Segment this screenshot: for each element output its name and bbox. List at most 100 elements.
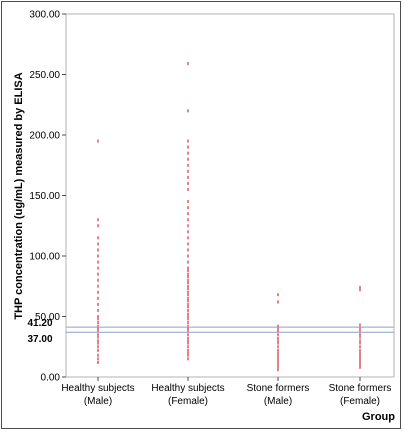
data-point [187, 139, 189, 143]
data-point [187, 345, 189, 349]
data-point [187, 333, 189, 337]
data-point [187, 299, 189, 303]
data-point [97, 333, 99, 337]
data-point [187, 302, 189, 306]
data-point [359, 363, 361, 367]
data-point [277, 327, 279, 331]
data-point [187, 169, 189, 173]
data-point [187, 315, 189, 318]
data-point [187, 157, 189, 161]
data-point [97, 284, 99, 288]
data-point [97, 308, 99, 312]
data-point [97, 302, 99, 306]
data-point [277, 348, 279, 352]
data-point [187, 218, 189, 222]
data-point [97, 345, 99, 349]
data-point [359, 339, 361, 343]
data-point [187, 305, 189, 309]
x-category-label: Healthy subjects [61, 383, 134, 394]
data-point [359, 345, 361, 349]
data-point [97, 260, 99, 264]
data-point [359, 285, 361, 289]
data-point [187, 260, 189, 264]
x-category-label: (Male) [264, 396, 292, 407]
data-point [187, 287, 189, 291]
data-point [187, 266, 189, 270]
data-point [187, 357, 189, 361]
data-point [97, 272, 99, 276]
data-point [187, 341, 189, 345]
data-point [97, 290, 99, 294]
data-point [187, 275, 189, 279]
y-tick-label: 100.00 [29, 252, 60, 263]
y-tick-label: 200.00 [29, 131, 60, 142]
data-point [187, 278, 189, 282]
data-points [97, 62, 361, 372]
data-point [187, 187, 189, 191]
plot-area [65, 13, 395, 378]
data-point [359, 365, 361, 369]
data-point [97, 357, 99, 361]
data-point [187, 296, 189, 300]
data-point [277, 333, 279, 337]
data-point [359, 329, 361, 333]
data-point [97, 248, 99, 252]
data-point [277, 365, 279, 369]
data-point [97, 266, 99, 270]
data-point [97, 324, 99, 328]
data-point [187, 254, 189, 258]
x-category-label: (Male) [84, 396, 112, 407]
data-point [187, 163, 189, 167]
data-point [97, 321, 99, 325]
data-point [97, 278, 99, 282]
data-point [97, 242, 99, 246]
data-point [187, 145, 189, 149]
data-point [359, 353, 361, 357]
data-point [97, 341, 99, 345]
data-point [359, 327, 361, 331]
data-point [187, 317, 189, 321]
data-point [187, 312, 189, 316]
data-point [97, 339, 99, 343]
data-point [277, 293, 279, 297]
reference-line-label: 37.00 [27, 334, 52, 345]
data-point [187, 242, 189, 246]
data-point [97, 254, 99, 258]
data-point [97, 218, 99, 222]
data-point [187, 324, 189, 328]
data-point [359, 351, 361, 355]
y-tick-label: 50.00 [35, 312, 60, 323]
data-point [97, 335, 99, 339]
y-axis-title: THP concentration (ug/mL) measured by EL… [13, 72, 25, 319]
y-tick-label: 150.00 [29, 191, 60, 202]
data-point [187, 181, 189, 185]
data-point [97, 139, 99, 143]
data-point [359, 335, 361, 339]
data-point [187, 212, 189, 216]
data-point [359, 323, 361, 327]
data-point [359, 288, 361, 292]
data-point [97, 360, 99, 364]
data-point [359, 358, 361, 362]
data-point [277, 341, 279, 345]
reference-line-label: 41.20 [27, 318, 52, 329]
data-point [187, 175, 189, 179]
data-point [277, 300, 279, 304]
data-point [277, 360, 279, 364]
data-point [277, 356, 279, 360]
data-point [187, 62, 189, 66]
data-point [359, 333, 361, 337]
data-point [187, 329, 189, 333]
data-point [187, 336, 189, 340]
y-tick-label: 250.00 [29, 70, 60, 81]
y-tick-label: 0.00 [41, 373, 61, 384]
data-point [359, 348, 361, 352]
data-point [187, 281, 189, 285]
data-point [97, 315, 99, 318]
data-point [187, 224, 189, 228]
data-point [359, 360, 361, 364]
data-point [187, 269, 189, 273]
data-point [187, 321, 189, 325]
data-point [187, 248, 189, 252]
